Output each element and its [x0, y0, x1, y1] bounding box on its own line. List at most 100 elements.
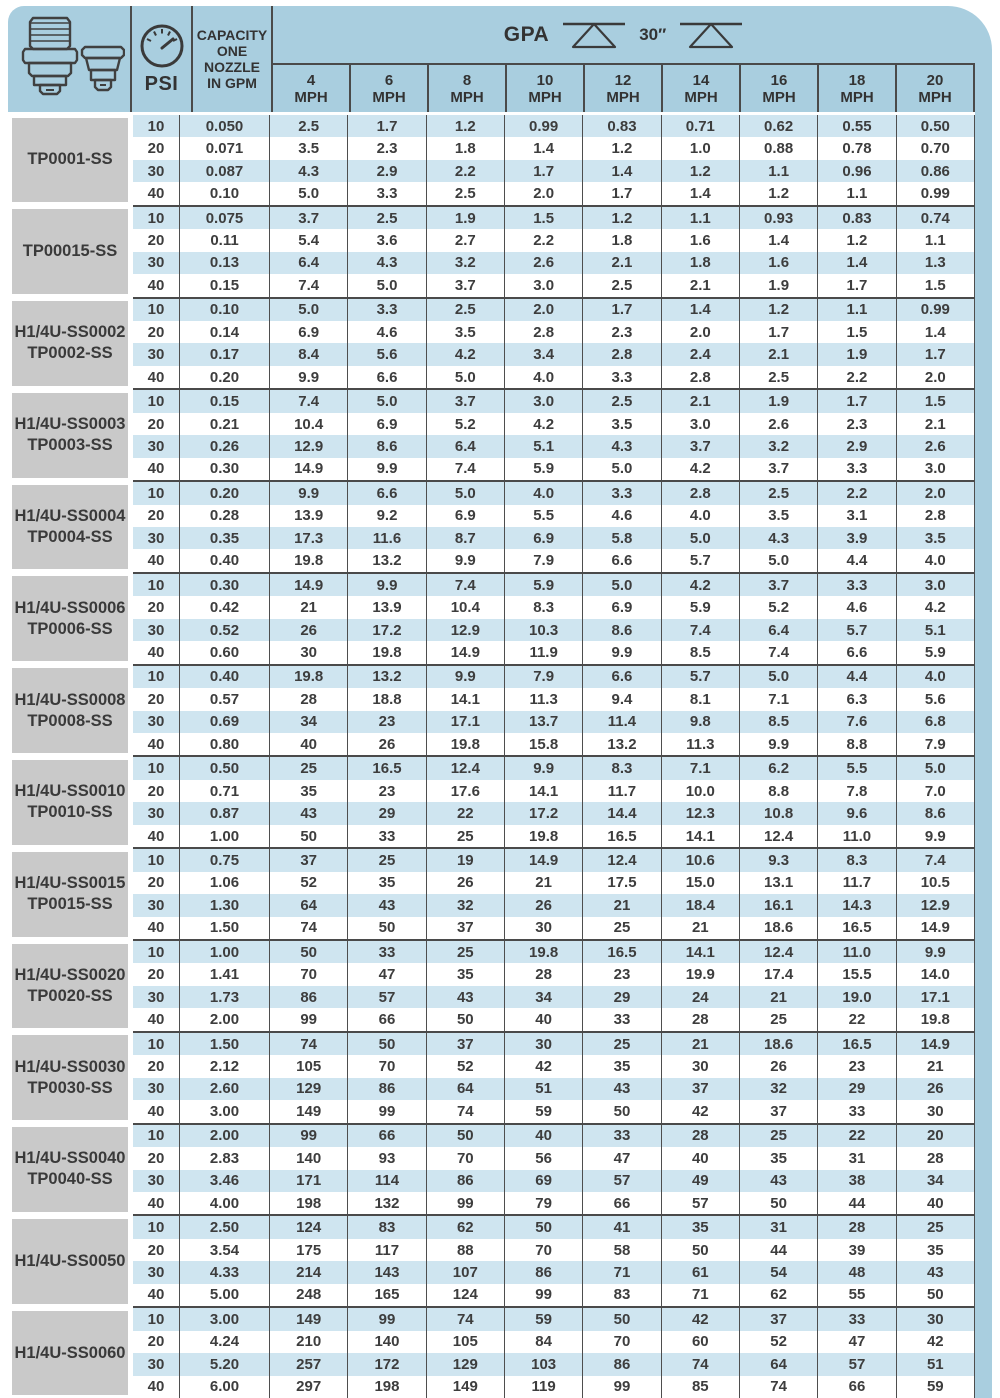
table-row: 10 1.50 74 50 37 30 25 21 18.6 16.5 14.9	[133, 1032, 975, 1056]
gpa-value-cell: 19.8	[897, 1008, 975, 1031]
psi-label: PSI	[144, 73, 179, 95]
gpa-value-cell: 1.2	[818, 229, 897, 252]
gpa-value-cell: 6.6	[348, 365, 427, 389]
capacity-value-cell: 2.00	[180, 1008, 270, 1031]
gpa-value-cell: 3.1	[818, 504, 897, 528]
gpa-value-cell: 50	[505, 1216, 584, 1239]
gpa-value-cell: 1.2	[740, 182, 819, 205]
gpa-value-cell: 7.9	[505, 665, 584, 689]
gpa-value-cell: 7.1	[662, 757, 740, 780]
gpa-value-cell: 42	[897, 1330, 975, 1354]
gpa-value-cell: 2.1	[583, 251, 662, 275]
gpa-value-cell: 29	[818, 1077, 897, 1101]
gpa-value-cell: 1.9	[818, 343, 897, 366]
capacity-value-cell: 2.60	[180, 1077, 270, 1101]
capacity-value-cell: 0.13	[180, 251, 270, 275]
gpa-value-cell: 16.5	[348, 757, 427, 780]
gpa-value-cell: 70	[270, 963, 349, 986]
gpa-value-cell: 59	[897, 1375, 975, 1398]
table-row: 10 0.15 7.4 5.0 3.7 3.0 2.5 2.1 1.9 1.7 1.5	[133, 390, 975, 413]
table-row: 10 0.10 5.0 3.3 2.5 2.0 1.7 1.4 1.2 1.1 0.99	[133, 298, 975, 322]
gpa-value-cell: 86	[348, 1077, 427, 1101]
table-row: 20 2.12 105 70 52 42 35 30 26 23 21	[133, 1055, 975, 1078]
model-label-group: H1/4U-SS0030 TP0030-SS	[8, 1031, 133, 1123]
gpa-value-cell: 3.6	[348, 229, 427, 252]
gpa-value-cell: 60	[662, 1330, 740, 1354]
gpa-value-cell: 71	[583, 1261, 662, 1284]
gpa-value-cell: 21	[897, 1055, 975, 1078]
gpa-value-cell: 2.7	[427, 229, 505, 252]
gpa-value-cell: 2.3	[818, 412, 897, 436]
gpa-value-cell: 3.0	[897, 573, 975, 597]
gpa-value-cell: 50	[270, 824, 349, 848]
gpa-value-cell: 1.7	[740, 321, 819, 344]
gpa-value-cell: 14.9	[270, 457, 349, 481]
gpa-value-cell: 33	[818, 1100, 897, 1123]
gpa-value-cell: 50	[583, 1100, 662, 1123]
table-row: 20 0.21 10.4 6.9 5.2 4.2 3.5 3.0 2.6 2.3 2.1	[133, 412, 975, 436]
gpa-value-cell: 5.2	[740, 596, 819, 619]
gpa-value-cell: 2.0	[505, 298, 584, 322]
gpa-value-cell: 9.9	[348, 457, 427, 481]
gpa-value-cell: 1.4	[662, 182, 740, 205]
gpa-value-cell: 2.2	[818, 482, 897, 505]
gpa-value-cell: 39	[818, 1238, 897, 1262]
gpa-value-cell: 62	[740, 1283, 819, 1307]
gpa-value-cell: 7.0	[897, 779, 975, 803]
mph-column-header: 12 MPH	[583, 65, 661, 112]
psi-value-cell: 20	[133, 412, 180, 436]
gpa-value-cell: 1.1	[818, 182, 897, 205]
table-row: 10 2.50 124 83 62 50 41 35 31 28 25	[133, 1216, 975, 1239]
gpa-value-cell: 140	[270, 1147, 349, 1170]
gpa-value-cell: 14.1	[427, 688, 505, 711]
gpa-value-cell: 2.4	[662, 343, 740, 366]
gpa-value-cell: 2.0	[662, 321, 740, 344]
mph-column-header: 18 MPH	[817, 65, 895, 112]
gpa-value-cell: 86	[505, 1261, 584, 1284]
table-row: 40 6.00 297 198 149 119 99 85 74 66 59	[133, 1375, 975, 1398]
gpa-value-cell: 18.6	[740, 1032, 819, 1056]
gpa-value-cell: 11.6	[348, 527, 427, 550]
gpa-value-cell: 9.9	[897, 824, 975, 848]
model-label-group: TP0001-SS	[8, 115, 133, 205]
capacity-value-cell: 0.40	[180, 549, 270, 572]
gpa-value-cell: 9.2	[348, 504, 427, 528]
gpa-value-cell: 6.9	[583, 596, 662, 619]
gpa-value-cell: 4.2	[662, 573, 740, 597]
gpa-value-cell: 9.9	[427, 549, 505, 572]
gpa-value-cell: 8.3	[505, 596, 584, 619]
gpa-value-cell: 17.3	[270, 527, 349, 550]
gpa-value-cell: 5.0	[662, 527, 740, 550]
gpa-value-cell: 26	[270, 618, 349, 642]
gpa-value-cell: 19.8	[270, 665, 349, 689]
gpa-value-cell: 58	[583, 1238, 662, 1262]
nozzle-spacing-label: 30″	[639, 24, 667, 44]
capacity-value-cell: 0.80	[180, 733, 270, 756]
gpa-value-cell: 9.9	[270, 365, 349, 389]
gpa-value-cell: 32	[740, 1077, 819, 1101]
gpa-value-cell: 28	[662, 1124, 740, 1148]
gpa-value-cell: 4.2	[505, 412, 584, 436]
gpa-value-cell: 297	[270, 1375, 349, 1398]
gpa-value-cell: 0.50	[897, 115, 975, 138]
gpa-value-cell: 1.4	[897, 321, 975, 344]
gpa-value-cell: 19.8	[427, 733, 505, 756]
mph-column-header: 20 MPH	[895, 65, 973, 112]
gpa-value-cell: 2.0	[897, 365, 975, 389]
capacity-value-cell: 1.41	[180, 963, 270, 986]
gpa-value-cell: 0.96	[818, 159, 897, 183]
gpa-value-cell: 210	[270, 1330, 349, 1354]
gpa-value-cell: 2.8	[897, 504, 975, 528]
gpa-value-cell: 132	[348, 1191, 427, 1215]
header-divider	[191, 6, 193, 112]
gpa-value-cell: 42	[662, 1308, 740, 1331]
gpa-value-cell: 5.0	[348, 274, 427, 297]
gpa-value-cell: 88	[427, 1238, 505, 1262]
table-row: 40 0.80 40 26 19.8 15.8 13.2 11.3 9.9 8.8 7.9	[133, 733, 975, 756]
capacity-value-cell: 0.20	[180, 482, 270, 505]
capacity-value-cell: 0.40	[180, 665, 270, 689]
psi-value-cell: 30	[133, 1353, 180, 1376]
table-row: 20 0.57 28 18.8 14.1 11.3 9.4 8.1 7.1 6.3 5.6	[133, 688, 975, 711]
gpa-value-cell: 4.4	[818, 549, 897, 572]
gpa-label: GPA	[503, 22, 550, 46]
